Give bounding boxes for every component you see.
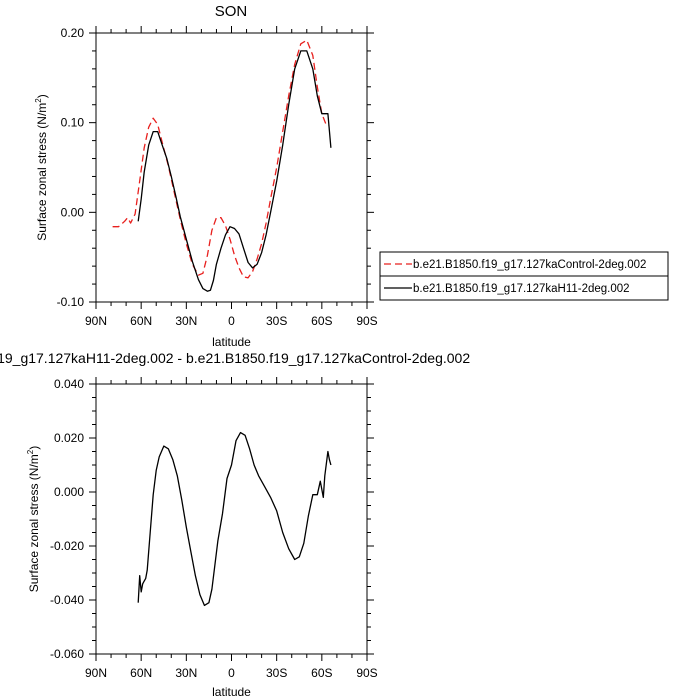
y-tick-label: -0.060	[50, 647, 84, 661]
x-tick-label: 60N	[130, 314, 152, 328]
plot-frame	[95, 32, 368, 303]
x-tick-label: 90S	[356, 666, 377, 680]
y-tick-label: 0.00	[61, 205, 85, 219]
x-tick-label: 90S	[356, 314, 377, 328]
y-tick-label: 0.020	[54, 431, 84, 445]
legend-label: b.e21.B1850.f19_g17.127kaH11-2deg.002	[413, 283, 630, 295]
y-tick-label: 0.10	[61, 116, 85, 130]
legend-label: b.e21.B1850.f19_g17.127kaControl-2deg.00…	[413, 259, 646, 271]
x-tick-label: 90N	[85, 314, 107, 328]
x-tick-label: 60S	[311, 666, 332, 680]
x-tick-label: 60S	[311, 314, 332, 328]
x-tick-label: 30S	[266, 666, 287, 680]
x-tick-label: 0	[228, 314, 235, 328]
series-line-0	[137, 431, 332, 607]
y-tick-label: 0.040	[54, 377, 84, 391]
x-tick-label: 60N	[130, 666, 152, 680]
series-line-1	[137, 50, 332, 292]
plot-frame	[95, 383, 368, 655]
y-tick-label: -0.020	[50, 539, 84, 553]
x-axis-label: latitude	[212, 335, 251, 349]
x-axis-label: latitude	[212, 685, 251, 699]
x-tick-label: 30N	[175, 314, 197, 328]
y-axis-label: Surface zonal stress (N/m2)	[26, 446, 41, 593]
chart-title: SON	[215, 3, 248, 20]
y-tick-label: 0.20	[61, 26, 85, 40]
x-tick-label: 90N	[85, 666, 107, 680]
series-line-0	[112, 39, 330, 279]
x-tick-label: 30S	[266, 314, 287, 328]
y-tick-label: 0.000	[54, 485, 84, 499]
y-tick-label: -0.10	[57, 295, 85, 309]
y-axis-label: Surface zonal stress (N/m2)	[34, 94, 49, 241]
chart-title: b.e21.B1850.f19_g17.127kaH11-2deg.002 - …	[0, 350, 470, 366]
x-tick-label: 30N	[175, 666, 197, 680]
x-tick-label: 0	[228, 666, 235, 680]
top-chart-panel: SON 90N 60N 30N 0 30S 60S 90S -0.10 0.00 0.10 0.20 l…	[34, 3, 669, 349]
y-tick-label: -0.040	[50, 593, 84, 607]
bottom-chart-panel: b.e21.B1850.f19_g17.127kaH11-2deg.002 - …	[0, 350, 470, 699]
